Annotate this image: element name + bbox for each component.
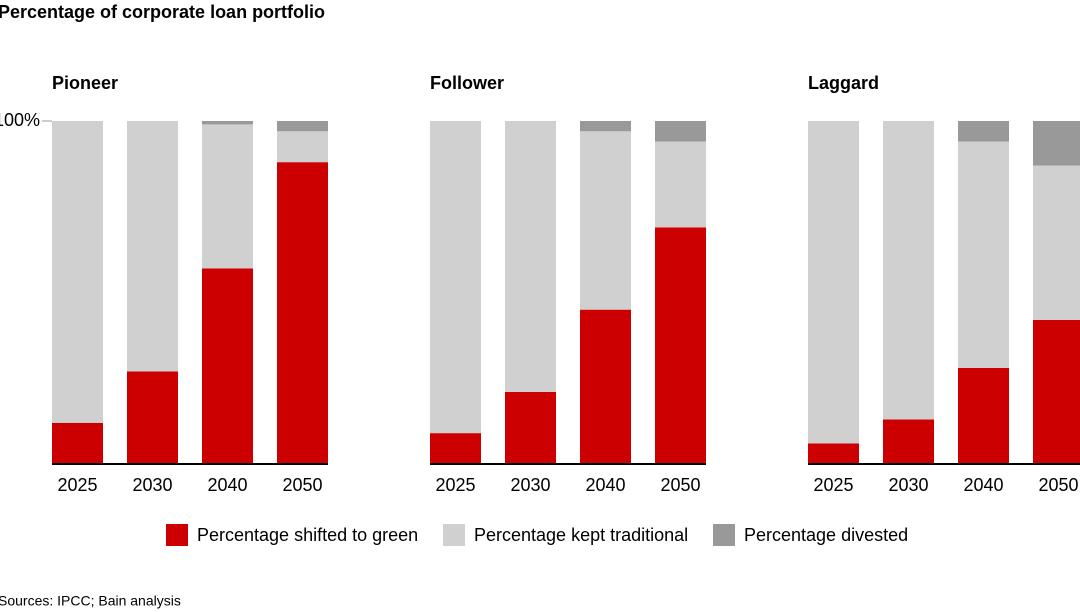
panel-title: Follower xyxy=(430,73,504,93)
bar-segment xyxy=(655,227,706,464)
bar-segment xyxy=(277,131,328,163)
bar-segment xyxy=(505,391,556,464)
source-note: Sources: IPCC; Bain analysis xyxy=(0,593,181,609)
bar-segment xyxy=(958,367,1009,464)
x-tick-label: 2050 xyxy=(1038,475,1078,495)
x-tick-label: 2040 xyxy=(585,475,625,495)
legend-label: Percentage kept traditional xyxy=(474,525,688,545)
bar-segment xyxy=(655,141,706,228)
legend-swatch xyxy=(166,524,188,546)
bar-segment xyxy=(1033,165,1080,320)
bar-segment xyxy=(958,141,1009,368)
legend-label: Percentage shifted to green xyxy=(197,525,418,545)
panel-title: Pioneer xyxy=(52,73,118,93)
bar-segment xyxy=(958,121,1009,142)
x-tick-label: 2025 xyxy=(57,475,97,495)
legend-swatch xyxy=(713,524,735,546)
bar-segment xyxy=(1033,319,1080,464)
bar-segment xyxy=(202,268,253,464)
bar-segment xyxy=(127,371,178,464)
legend-label: Percentage divested xyxy=(744,525,908,545)
y-tick-label: 100% xyxy=(0,110,40,130)
legend-swatch xyxy=(443,524,465,546)
bar-segment xyxy=(52,121,103,423)
bar-segment xyxy=(430,433,481,464)
bar-segment xyxy=(808,121,859,444)
x-tick-label: 2030 xyxy=(510,475,550,495)
bar-segment xyxy=(277,121,328,132)
bar-segment xyxy=(580,121,631,132)
x-tick-label: 2040 xyxy=(207,475,247,495)
bar-segment xyxy=(127,121,178,372)
x-tick-label: 2030 xyxy=(888,475,928,495)
x-tick-label: 2025 xyxy=(435,475,475,495)
bar-segment xyxy=(883,419,934,464)
bar-segment xyxy=(202,124,253,269)
x-tick-label: 2050 xyxy=(660,475,700,495)
bar-segment xyxy=(505,121,556,392)
x-tick-label: 2050 xyxy=(282,475,322,495)
bar-segment xyxy=(580,309,631,464)
bar-segment xyxy=(202,121,253,125)
bar-segment xyxy=(430,121,481,434)
bar-segment xyxy=(883,121,934,420)
panel-title: Laggard xyxy=(808,73,879,93)
bar-segment xyxy=(52,422,103,464)
x-tick-label: 2040 xyxy=(963,475,1003,495)
x-tick-label: 2025 xyxy=(813,475,853,495)
bar-segment xyxy=(808,443,859,464)
bar-segment xyxy=(1033,121,1080,166)
bar-segment xyxy=(277,162,328,464)
chart-title: Percentage of corporate loan portfolio xyxy=(0,2,325,22)
bar-segment xyxy=(580,131,631,310)
x-tick-label: 2030 xyxy=(132,475,172,495)
bar-segment xyxy=(655,121,706,142)
